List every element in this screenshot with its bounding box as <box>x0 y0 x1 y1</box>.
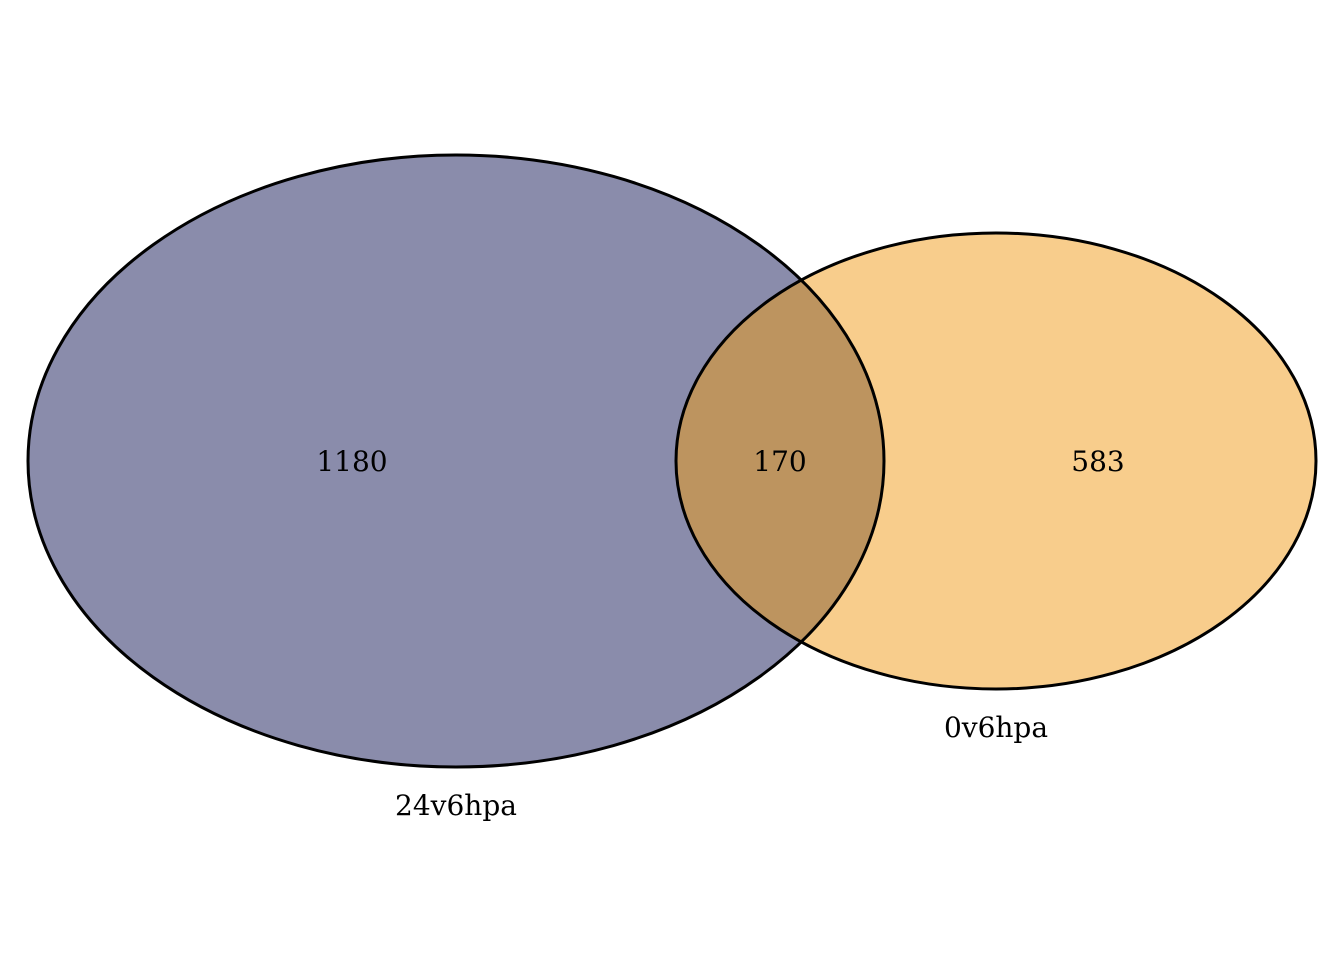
set-24v6hpa-count: 1180 <box>316 445 387 478</box>
set-24v6hpa-outline <box>26 153 886 769</box>
intersection-region <box>676 233 884 689</box>
set-0v6hpa-outline <box>674 231 1318 691</box>
set-0v6hpa-count: 583 <box>1071 445 1124 478</box>
set-0v6hpa-label: 0v6hpa <box>944 711 1048 744</box>
set-24v6hpa-region <box>28 155 884 767</box>
set-24v6hpa-label: 24v6hpa <box>395 789 517 822</box>
intersection-count: 170 <box>753 445 806 478</box>
